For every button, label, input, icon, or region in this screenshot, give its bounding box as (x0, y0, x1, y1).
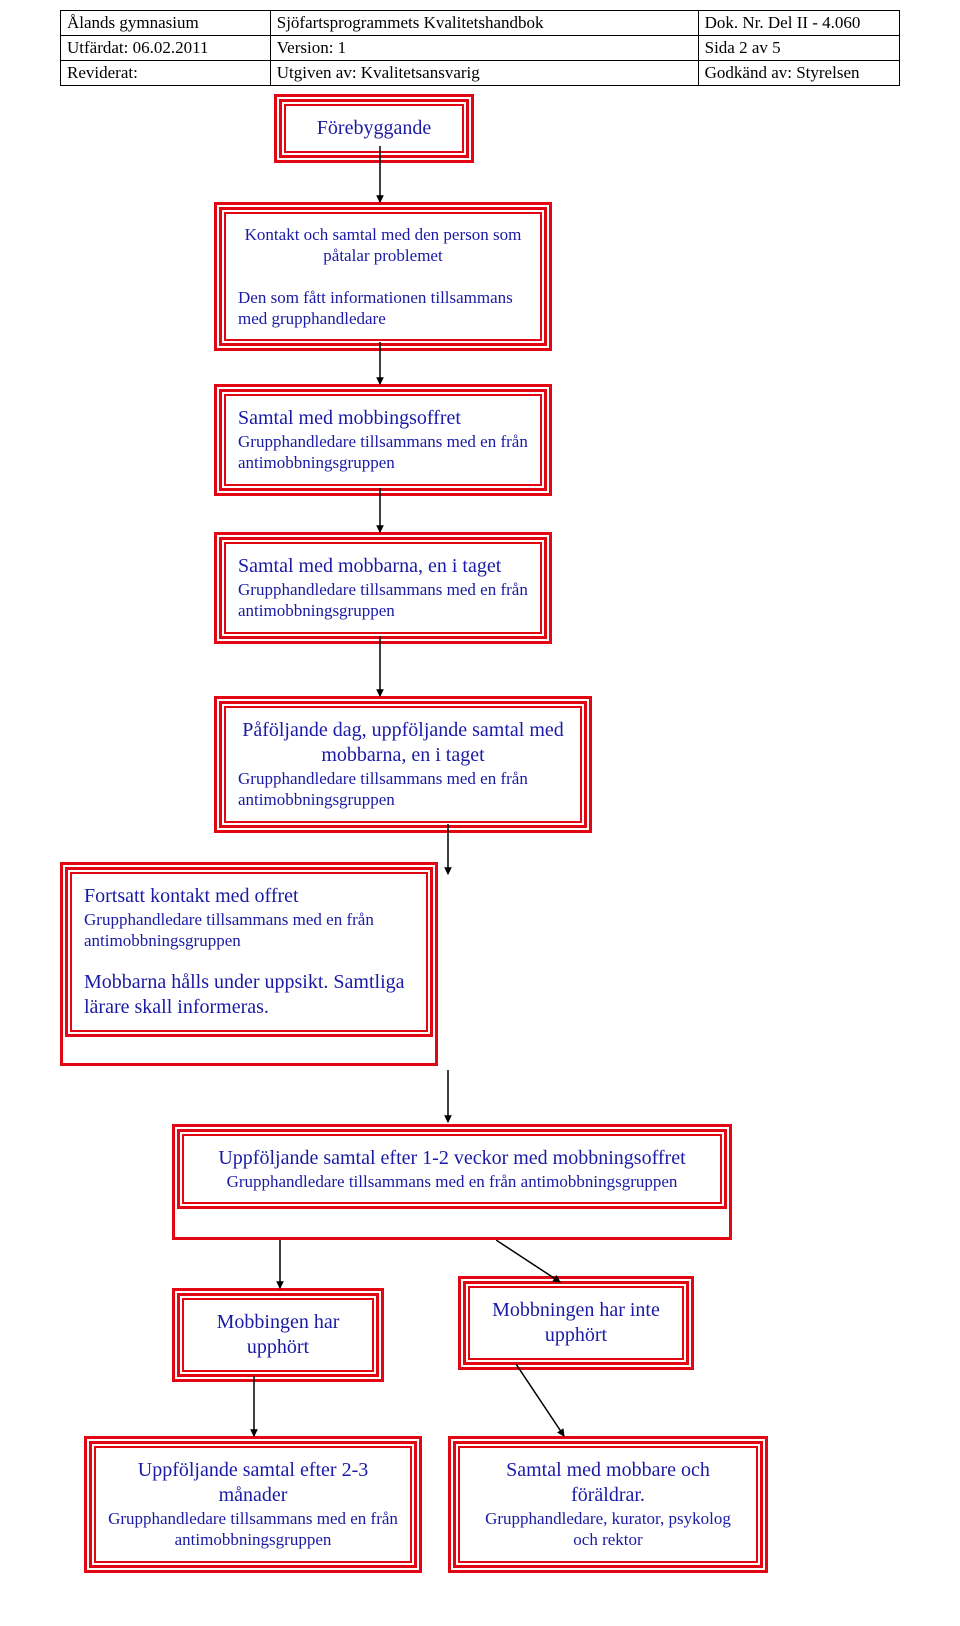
hdr-r3c1: Reviderat: (61, 61, 271, 86)
hdr-r2c1: Utfärdat: 06.02.2011 (61, 36, 271, 61)
box-sub: Grupphandledare tillsammans med en från … (238, 768, 568, 811)
flow-box-b2: Kontakt och samtal med den person som på… (214, 202, 552, 351)
box-title: Fortsatt kontakt med offret (84, 884, 414, 909)
flow-arrow (372, 636, 388, 706)
box-title: Mobbningen har inte upphört (482, 1298, 670, 1348)
flow-box-b8: Mobbingen har upphört (172, 1288, 384, 1382)
flowchart-canvas: Förebyggande Kontakt och samtal med den p… (60, 86, 900, 1586)
flow-arrow (440, 824, 456, 884)
hdr-r1c1: Ålands gymnasium (61, 11, 271, 36)
flow-box-b9: Mobbningen har inte upphört (458, 1276, 694, 1370)
flow-box-b7: Uppföljande samtal efter 1-2 veckor med … (172, 1124, 732, 1240)
flow-box-b6: Fortsatt kontakt med offretGrupphandleda… (60, 862, 438, 1066)
flow-arrow (246, 1376, 262, 1446)
box-title: Förebyggande (298, 116, 450, 141)
box-title2: Mobbarna hålls under uppsikt. Samtliga l… (84, 970, 414, 1020)
box-title: Samtal med mobbare och föräldrar. (472, 1458, 744, 1508)
box-sub: Grupphandledare tillsammans med en från … (196, 1171, 708, 1192)
box-title: Samtal med mobbarna, en i taget (238, 554, 528, 579)
header-table: Ålands gymnasium Sjöfartsprogrammets Kva… (60, 10, 900, 86)
flow-box-b4: Samtal med mobbarna, en i tagetGrupphand… (214, 532, 552, 644)
flow-box-b10: Uppföljande samtal efter 2-3 månaderGrup… (84, 1436, 422, 1573)
hdr-r2c3: Sida 2 av 5 (698, 36, 899, 61)
box-title: Samtal med mobbingsoffret (238, 406, 528, 431)
flow-box-b11: Samtal med mobbare och föräldrar.Gruppha… (448, 1436, 768, 1573)
box-sub: Grupphandledare tillsammans med en från … (108, 1508, 398, 1551)
box-sub-bottom: Den som fått informationen tillsammans m… (238, 287, 528, 330)
box-sub: Grupphandledare, kurator, psykolog och r… (472, 1508, 744, 1551)
flow-arrow (516, 1364, 596, 1446)
flow-box-b5: Påföljande dag, uppföljande samtal med m… (214, 696, 592, 833)
flow-arrow (496, 1240, 576, 1292)
hdr-r2c2: Version: 1 (270, 36, 698, 61)
hdr-r1c3: Dok. Nr. Del II - 4.060 (698, 11, 899, 36)
box-text: Kontakt och samtal med den person som på… (238, 224, 528, 267)
box-title: Mobbingen har upphört (196, 1310, 360, 1360)
box-sub: Grupphandledare tillsammans med en från … (84, 909, 414, 952)
flow-arrow (372, 342, 388, 394)
hdr-r1c2: Sjöfartsprogrammets Kvalitetshandbok (270, 11, 698, 36)
hdr-r3c3: Godkänd av: Styrelsen (698, 61, 899, 86)
box-title: Påföljande dag, uppföljande samtal med m… (238, 718, 568, 768)
hdr-r3c2: Utgiven av: Kvalitetsansvarig (270, 61, 698, 86)
box-sub: Grupphandledare tillsammans med en från … (238, 579, 528, 622)
box-title: Uppföljande samtal efter 2-3 månader (108, 1458, 398, 1508)
flow-arrow (372, 488, 388, 542)
box-sub: Grupphandledare tillsammans med en från … (238, 431, 528, 474)
flow-arrow (372, 146, 388, 212)
flow-arrow (272, 1240, 288, 1298)
flow-arrow (440, 1070, 456, 1132)
flow-box-b3: Samtal med mobbingsoffretGrupphandledare… (214, 384, 552, 496)
box-title: Uppföljande samtal efter 1-2 veckor med … (196, 1146, 708, 1171)
